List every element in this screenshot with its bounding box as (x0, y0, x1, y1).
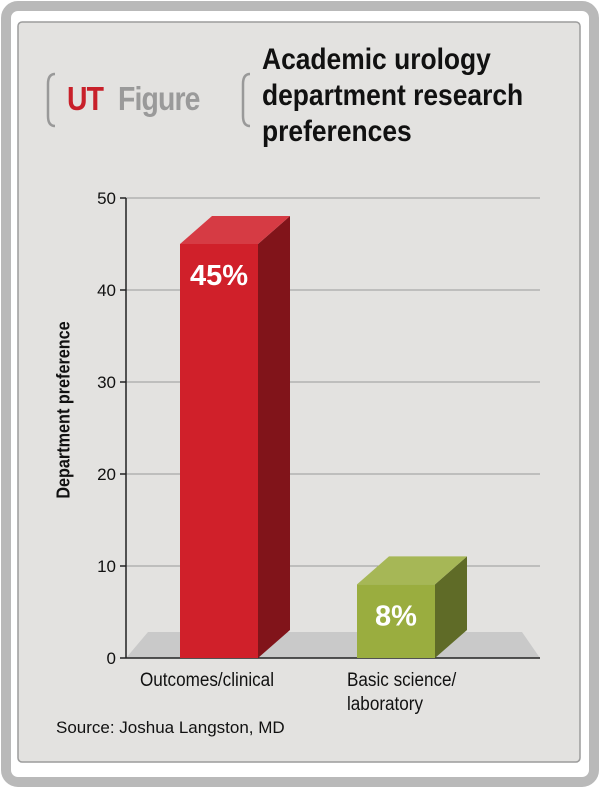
brand-ut: UT (67, 80, 104, 117)
bracket-left-icon (46, 72, 56, 128)
bar (357, 584, 435, 658)
y-tick-label: 50 (97, 189, 116, 208)
bar-side (258, 216, 290, 658)
bar-top (357, 556, 467, 585)
y-tick-label: 30 (97, 373, 116, 392)
source-note: Source: Joshua Langston, MD (56, 718, 285, 737)
bar-data-label: 8% (375, 600, 417, 632)
title-line: department research (262, 79, 524, 112)
title-line: Academic urology (262, 43, 491, 76)
brand-figure: Figure (118, 80, 200, 117)
y-axis-label: Department preference (53, 321, 74, 499)
y-tick-label: 0 (107, 649, 116, 668)
bar-side (435, 556, 467, 658)
bar-top (180, 216, 290, 244)
y-tick-label: 20 (97, 465, 116, 484)
category-label-line: Outcomes/clinical (140, 670, 275, 691)
bracket-right-icon (241, 72, 251, 128)
category-label-line: Basic science/ (347, 670, 457, 691)
y-tick-label: 40 (97, 281, 116, 300)
category-label-line: laboratory (347, 694, 424, 715)
bar (180, 244, 258, 658)
bar-data-label: 45% (190, 260, 248, 292)
chart-title: Academic urology department research pre… (262, 42, 544, 150)
y-tick-label: 10 (97, 557, 116, 576)
category-label-outcomes: Outcomes/clinical (140, 669, 274, 693)
title-line: preferences (262, 115, 412, 148)
category-label-basic-science: Basic science/ laboratory (347, 669, 456, 717)
